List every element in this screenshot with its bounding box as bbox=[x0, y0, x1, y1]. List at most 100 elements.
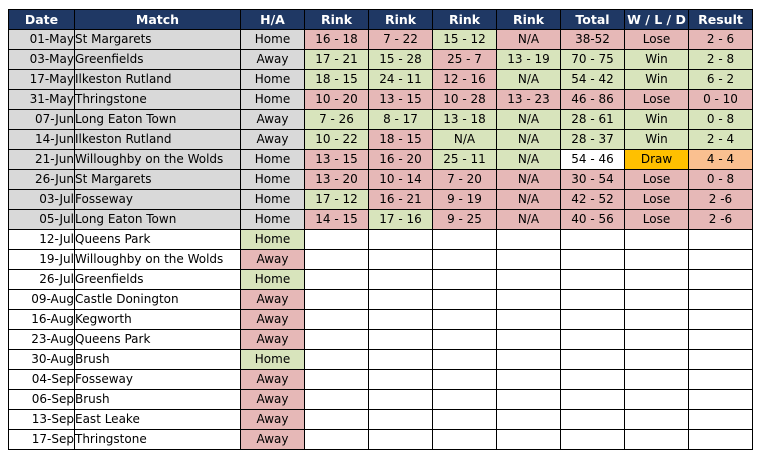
wld-cell: Lose bbox=[624, 189, 689, 210]
rink-4-cell: N/A bbox=[496, 209, 561, 230]
result-cell bbox=[688, 389, 753, 410]
rink-2-cell: 16 - 20 bbox=[368, 149, 433, 170]
rink-2-cell: 10 - 14 bbox=[368, 169, 433, 190]
total-cell: 42 - 52 bbox=[560, 189, 625, 210]
rink-1-cell: 16 - 18 bbox=[304, 29, 369, 50]
total-cell bbox=[560, 309, 625, 330]
table-row: 16-Aug Kegworth Away bbox=[8, 309, 753, 330]
rink-2-cell bbox=[368, 329, 433, 350]
rink-3-cell: 25 - 11 bbox=[432, 149, 497, 170]
result-cell bbox=[688, 329, 753, 350]
rink-1-cell: 13 - 20 bbox=[304, 169, 369, 190]
total-cell bbox=[560, 249, 625, 270]
rink-2-cell bbox=[368, 389, 433, 410]
rink-2-cell: 24 - 11 bbox=[368, 69, 433, 90]
rink-2-cell: 16 - 21 bbox=[368, 189, 433, 210]
ha-cell: Away bbox=[240, 129, 305, 150]
rink-2-cell bbox=[368, 429, 433, 450]
match-cell: Long Eaton Town bbox=[74, 109, 241, 130]
date-cell: 04-Sep bbox=[8, 369, 75, 390]
header-wld: W / L / D bbox=[624, 9, 689, 30]
result-cell: 0 - 10 bbox=[688, 89, 753, 110]
table-row: 04-Sep Fosseway Away bbox=[8, 369, 753, 390]
rink-2-cell: 18 - 15 bbox=[368, 129, 433, 150]
ha-cell: Home bbox=[240, 149, 305, 170]
rink-3-cell: N/A bbox=[432, 129, 497, 150]
header-rink-1: Rink bbox=[304, 9, 369, 30]
rink-4-cell bbox=[496, 369, 561, 390]
result-cell bbox=[688, 309, 753, 330]
header-result: Result bbox=[688, 9, 753, 30]
match-cell: East Leake bbox=[74, 409, 241, 430]
result-cell: 0 - 8 bbox=[688, 169, 753, 190]
date-cell: 30-Aug bbox=[8, 349, 75, 370]
ha-cell: Home bbox=[240, 89, 305, 110]
match-cell: Willoughby on the Wolds bbox=[74, 149, 241, 170]
result-cell bbox=[688, 429, 753, 450]
result-cell bbox=[688, 369, 753, 390]
match-cell: Brush bbox=[74, 349, 241, 370]
rink-3-cell bbox=[432, 329, 497, 350]
rink-4-cell: N/A bbox=[496, 129, 561, 150]
match-cell: Queens Park bbox=[74, 229, 241, 250]
rink-4-cell: 13 - 19 bbox=[496, 49, 561, 70]
rink-2-cell: 13 - 15 bbox=[368, 89, 433, 110]
result-cell: 0 - 8 bbox=[688, 109, 753, 130]
match-cell: St Margarets bbox=[74, 29, 241, 50]
table-row: 26-Jul Greenfields Home bbox=[8, 269, 753, 290]
result-cell: 2 - 4 bbox=[688, 129, 753, 150]
table-row: 17-May Ilkeston Rutland Home 18 - 15 24 - 11… bbox=[8, 69, 753, 90]
rink-4-cell bbox=[496, 429, 561, 450]
ha-cell: Home bbox=[240, 269, 305, 290]
rink-1-cell bbox=[304, 369, 369, 390]
rink-1-cell bbox=[304, 429, 369, 450]
ha-cell: Away bbox=[240, 109, 305, 130]
rink-4-cell: N/A bbox=[496, 29, 561, 50]
rink-3-cell bbox=[432, 429, 497, 450]
rink-1-cell bbox=[304, 329, 369, 350]
rink-3-cell bbox=[432, 289, 497, 310]
rink-4-cell bbox=[496, 309, 561, 330]
rink-3-cell: 10 - 28 bbox=[432, 89, 497, 110]
wld-cell bbox=[624, 369, 689, 390]
total-cell: 30 - 54 bbox=[560, 169, 625, 190]
rink-1-cell bbox=[304, 249, 369, 270]
rink-2-cell bbox=[368, 249, 433, 270]
rink-1-cell: 18 - 15 bbox=[304, 69, 369, 90]
rink-1-cell bbox=[304, 309, 369, 330]
table-row: 03-Jul Fosseway Home 17 - 12 16 - 21 9 - 19 N/… bbox=[8, 189, 753, 210]
table-row: 03-May Greenfields Away 17 - 21 15 - 28 25 - … bbox=[8, 49, 753, 70]
rink-4-cell: N/A bbox=[496, 149, 561, 170]
header-rink-4: Rink bbox=[496, 9, 561, 30]
total-cell bbox=[560, 329, 625, 350]
header-ha: H/A bbox=[240, 9, 305, 30]
wld-cell: Win bbox=[624, 49, 689, 70]
match-cell: Greenfields bbox=[74, 269, 241, 290]
date-cell: 21-Jun bbox=[8, 149, 75, 170]
header-row: Date Match H/A Rink Rink Rink Rink Total… bbox=[8, 9, 753, 30]
rink-1-cell: 10 - 22 bbox=[304, 129, 369, 150]
date-cell: 23-Aug bbox=[8, 329, 75, 350]
rink-1-cell: 10 - 20 bbox=[304, 89, 369, 110]
ha-cell: Away bbox=[240, 329, 305, 350]
table-row: 30-Aug Brush Home bbox=[8, 349, 753, 370]
rink-3-cell: 13 - 18 bbox=[432, 109, 497, 130]
table-row: 14-Jun Ilkeston Rutland Away 10 - 22 18 - 15… bbox=[8, 129, 753, 150]
rink-4-cell: N/A bbox=[496, 69, 561, 90]
total-cell: 54 - 46 bbox=[560, 149, 625, 170]
rink-3-cell bbox=[432, 269, 497, 290]
match-cell: St Margarets bbox=[74, 169, 241, 190]
date-cell: 03-Jul bbox=[8, 189, 75, 210]
table-row: 07-Jun Long Eaton Town Away 7 - 26 8 - 17 13 … bbox=[8, 109, 753, 130]
total-cell bbox=[560, 389, 625, 410]
table-row: 12-Jul Queens Park Home bbox=[8, 229, 753, 250]
rink-2-cell bbox=[368, 409, 433, 430]
date-cell: 07-Jun bbox=[8, 109, 75, 130]
fixtures-body: 01-May St Margarets Home 16 - 18 7 - 22 15 - … bbox=[8, 29, 753, 450]
total-cell bbox=[560, 349, 625, 370]
header-match: Match bbox=[74, 9, 241, 30]
rink-3-cell bbox=[432, 369, 497, 390]
rink-1-cell: 17 - 12 bbox=[304, 189, 369, 210]
result-cell: 4 - 4 bbox=[688, 149, 753, 170]
date-cell: 17-Sep bbox=[8, 429, 75, 450]
